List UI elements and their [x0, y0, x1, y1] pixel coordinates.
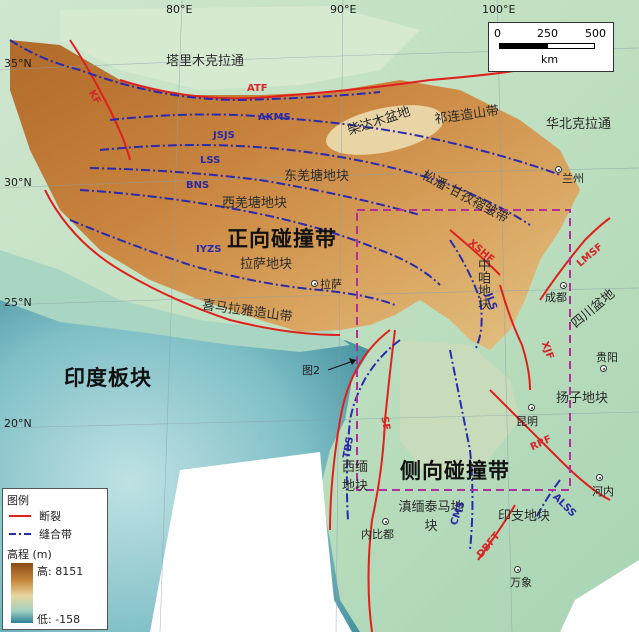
lat-label-30: 30°N	[4, 176, 32, 189]
suture-north	[9, 39, 381, 102]
region-north-china: 华北克拉通	[546, 117, 612, 132]
city-naypyidaw: 内比都	[361, 528, 394, 541]
scale-tick-250: 250	[537, 27, 558, 40]
lateral-zone-box	[356, 209, 571, 491]
india-lowland	[0, 250, 350, 352]
legend-fault-label: 断裂	[39, 510, 61, 523]
legend-box: 图例 断裂 缝合带 高程 (m) 高: 8151 低: -158	[2, 488, 108, 630]
label-iyzs: IYZS	[196, 244, 222, 255]
region-indochina: 印支地块	[498, 509, 551, 524]
city-kunming: 昆明	[516, 415, 538, 428]
fault-xjf	[499, 284, 531, 391]
lateral-collision-zone-label: 侧向碰撞带	[400, 459, 510, 483]
city-guiyang: 贵阳	[596, 351, 618, 364]
lon-label-90: 90°E	[330, 3, 357, 16]
city-chengdu: 成都	[545, 291, 567, 304]
scale-bar-box: 0 250 500 km	[488, 22, 614, 72]
legend-low-label: 低: -158	[37, 613, 81, 626]
fault-dbft	[477, 504, 516, 561]
region-yangtze: 扬子地块	[556, 391, 609, 406]
tarim-basin	[60, 6, 420, 90]
label-jsjs: JSJS	[213, 130, 235, 141]
legend-elevation-ramp	[11, 563, 33, 623]
scale-tick-0: 0	[494, 27, 501, 40]
city-dot-vientiane	[514, 566, 521, 573]
map-frame-white-right	[560, 560, 639, 632]
figure2-arrowhead	[349, 358, 356, 365]
suture-iyzs	[69, 219, 396, 306]
fault-xshf	[449, 229, 501, 276]
suture-jsjs	[99, 144, 531, 226]
region-sibumasu: 滇缅泰马地块	[398, 500, 464, 534]
lat-label-35: 35°N	[4, 57, 32, 70]
india-plate-label: 印度板块	[64, 366, 152, 390]
region-east-kunlun: 东羌塘地块	[284, 169, 350, 184]
suture-bns	[79, 189, 441, 286]
legend-suture-symbol	[9, 533, 31, 535]
map-frame-white	[150, 452, 352, 632]
figure2-label: 图2	[302, 364, 320, 377]
city-dot-hanoi	[596, 474, 603, 481]
lon-label-80: 80°E	[166, 3, 193, 16]
suture-tbs	[345, 339, 401, 521]
fault-atf	[119, 69, 521, 100]
fault-rrf	[489, 389, 611, 501]
label-atf: ATF	[247, 83, 268, 94]
city-dot-chengdu	[560, 282, 567, 289]
suture-lines	[9, 39, 561, 551]
city-dot-naypyidaw	[382, 518, 389, 525]
city-lanzhou: 兰州	[562, 172, 584, 185]
legend-title: 图例	[7, 494, 29, 507]
region-west-burma: 西缅地块	[342, 460, 369, 494]
suture-jls	[449, 239, 483, 351]
legend-suture-label: 缝合带	[39, 528, 72, 541]
lon-label-100: 100°E	[482, 3, 516, 16]
suture-cms	[449, 349, 474, 551]
city-dot-lanzhou	[555, 166, 562, 173]
region-zhongza: 中咱地块	[475, 258, 490, 310]
fault-arakan	[329, 329, 391, 531]
fault-kf	[69, 39, 131, 161]
fault-sf	[367, 329, 396, 632]
frontal-collision-zone-label: 正向碰撞带	[227, 227, 337, 251]
lat-label-25: 25°N	[4, 296, 32, 309]
scale-tick-500: 500	[585, 27, 606, 40]
legend-fault-symbol	[9, 515, 31, 517]
fault-lines	[44, 39, 611, 632]
label-akms: AKMS	[258, 112, 291, 123]
yunnan-relief	[400, 340, 520, 480]
fault-himalaya-front	[44, 189, 341, 336]
scale-unit: km	[541, 53, 559, 66]
city-vientiane: 万象	[510, 576, 532, 589]
legend-high-label: 高: 8151	[37, 565, 84, 578]
city-dot-guiyang	[600, 365, 607, 372]
lat-label-20: 20°N	[4, 417, 32, 430]
city-dot-kunming	[528, 404, 535, 411]
label-sf: SF	[378, 415, 392, 432]
label-lss: LSS	[200, 155, 221, 166]
region-lhasa: 拉萨地块	[240, 257, 293, 272]
region-tarim: 塔里木克拉通	[166, 54, 245, 69]
city-hanoi: 河内	[592, 485, 614, 498]
label-bns: BNS	[186, 180, 210, 191]
suture-alss	[534, 479, 561, 521]
region-west-kunlun: 西羌塘地块	[222, 196, 288, 211]
city-lhasa: 拉萨	[320, 278, 342, 291]
suture-akms	[109, 113, 561, 176]
fault-lmsf	[539, 217, 611, 301]
scale-bar	[499, 43, 595, 49]
legend-elevation-title: 高程 (m)	[7, 548, 52, 561]
city-dot-lhasa	[311, 280, 318, 287]
suture-lss	[89, 167, 421, 216]
